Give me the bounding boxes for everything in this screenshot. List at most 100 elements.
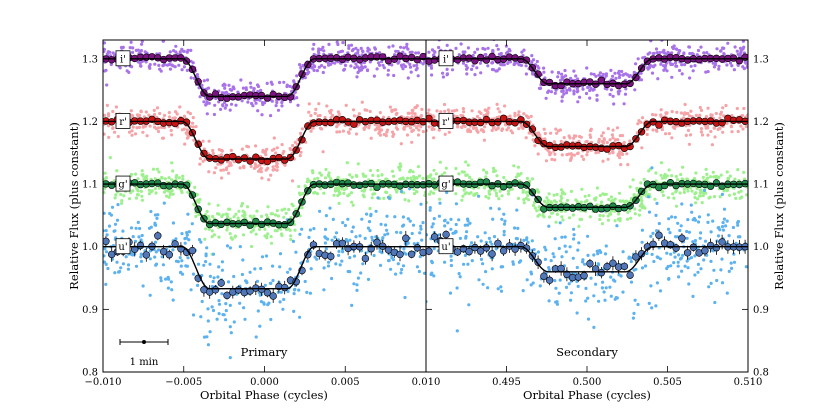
- raw-point: [417, 269, 421, 274]
- raw-point: [361, 262, 365, 266]
- raw-point: [232, 87, 236, 91]
- raw-point: [711, 170, 715, 174]
- raw-point: [114, 105, 118, 109]
- raw-point: [326, 61, 330, 65]
- raw-point: [257, 169, 261, 173]
- raw-point: [544, 159, 549, 163]
- raw-point: [543, 245, 547, 249]
- raw-point: [484, 175, 488, 179]
- raw-point: [197, 212, 201, 217]
- raw-point: [429, 64, 433, 68]
- raw-point: [465, 230, 469, 234]
- raw-point: [457, 53, 461, 57]
- raw-point: [549, 90, 554, 94]
- raw-point: [103, 171, 107, 175]
- raw-point: [506, 189, 511, 193]
- raw-point: [323, 227, 328, 231]
- raw-point: [636, 122, 640, 126]
- raw-point: [686, 218, 690, 222]
- raw-point: [321, 45, 325, 50]
- raw-point: [584, 299, 588, 303]
- raw-point: [710, 113, 714, 117]
- raw-point: [734, 196, 738, 200]
- raw-point: [669, 252, 673, 256]
- raw-point: [496, 126, 500, 130]
- raw-point: [554, 220, 558, 224]
- raw-point: [637, 213, 642, 217]
- raw-point: [225, 166, 229, 170]
- raw-point: [476, 130, 480, 134]
- raw-point: [178, 105, 182, 109]
- raw-point: [457, 172, 461, 176]
- raw-point: [629, 198, 633, 202]
- raw-point: [134, 196, 138, 200]
- raw-point: [346, 194, 350, 198]
- raw-point: [222, 313, 226, 317]
- binned-point: [419, 181, 426, 189]
- raw-point: [466, 163, 470, 167]
- raw-point: [491, 61, 495, 65]
- raw-point: [696, 197, 700, 201]
- raw-point: [689, 203, 693, 207]
- raw-point: [426, 177, 429, 181]
- raw-point: [561, 218, 565, 222]
- raw-point: [106, 50, 110, 54]
- raw-point: [345, 161, 349, 165]
- raw-point: [361, 172, 365, 176]
- raw-point: [546, 198, 550, 203]
- raw-point: [553, 279, 557, 283]
- binned-point: [188, 246, 197, 255]
- raw-point: [568, 245, 572, 249]
- raw-point: [516, 165, 521, 169]
- raw-point: [419, 202, 423, 206]
- raw-point: [363, 187, 367, 191]
- raw-point: [543, 131, 547, 136]
- raw-point: [704, 70, 708, 74]
- raw-point: [507, 47, 511, 51]
- band-label: r': [442, 117, 450, 128]
- raw-point: [174, 237, 178, 241]
- raw-point: [167, 195, 171, 199]
- raw-point: [187, 230, 191, 234]
- raw-point: [735, 49, 739, 53]
- raw-point: [355, 288, 359, 292]
- raw-point: [126, 263, 131, 267]
- raw-point: [617, 69, 621, 73]
- raw-point: [189, 48, 193, 53]
- band-label: g': [118, 180, 127, 191]
- raw-point: [557, 71, 561, 75]
- raw-point: [265, 147, 269, 151]
- raw-point: [649, 64, 653, 68]
- binned-point: [419, 248, 426, 257]
- raw-point: [563, 244, 567, 248]
- raw-point: [640, 116, 645, 120]
- binned-point: [545, 276, 554, 284]
- raw-point: [376, 36, 379, 39]
- binned-point: [338, 239, 347, 248]
- raw-point: [739, 124, 743, 128]
- raw-point: [575, 265, 579, 270]
- band-label: r': [119, 117, 127, 128]
- raw-point: [120, 199, 124, 203]
- raw-point: [360, 65, 364, 69]
- raw-point: [366, 277, 371, 281]
- raw-point: [134, 186, 138, 190]
- raw-point: [103, 191, 106, 195]
- raw-point: [662, 48, 666, 53]
- raw-point: [716, 234, 721, 238]
- raw-point: [728, 174, 732, 178]
- band-label-box: [438, 113, 454, 129]
- raw-point: [481, 282, 485, 286]
- raw-point: [704, 191, 708, 195]
- raw-point: [182, 49, 186, 53]
- raw-point: [192, 138, 196, 142]
- raw-point: [719, 110, 724, 114]
- raw-point: [157, 170, 161, 174]
- raw-point: [217, 265, 221, 269]
- raw-point: [160, 125, 164, 129]
- raw-point: [493, 188, 497, 192]
- raw-point: [521, 289, 525, 293]
- raw-point: [131, 235, 135, 239]
- raw-point: [240, 99, 244, 103]
- raw-point: [402, 127, 406, 131]
